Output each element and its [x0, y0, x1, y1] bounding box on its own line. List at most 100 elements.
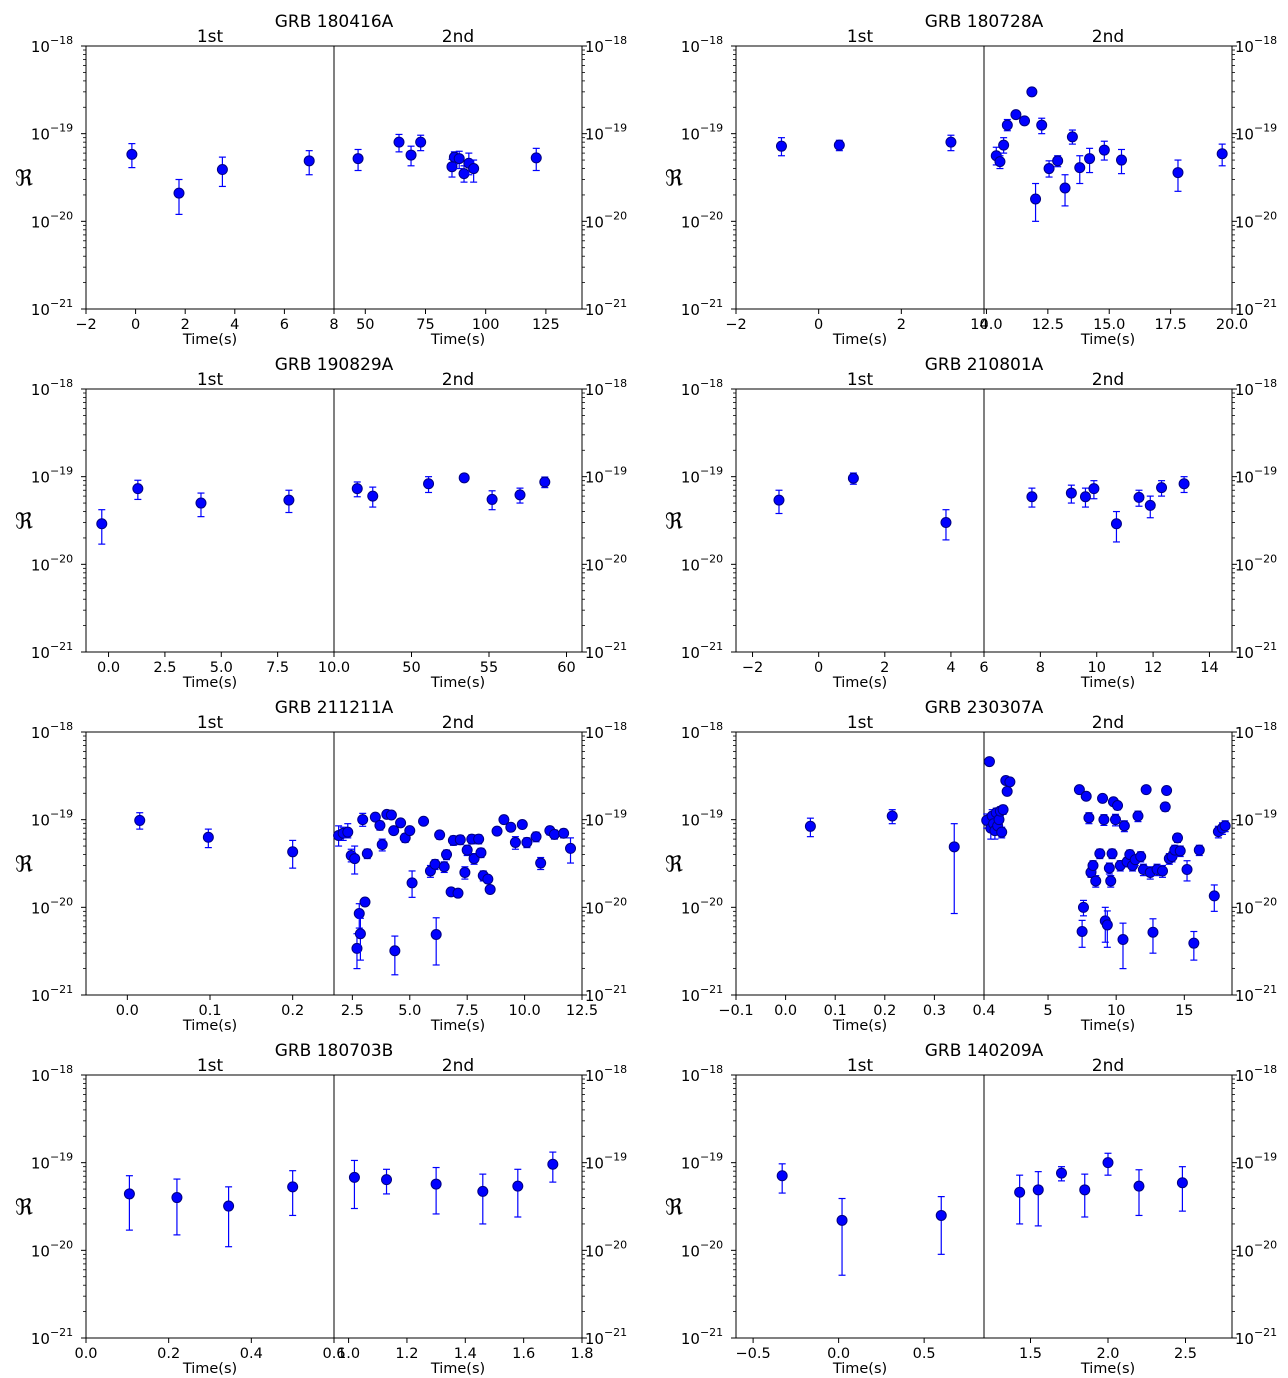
- y-tick-label-right: 10−18: [585, 377, 627, 399]
- x-tick-label: 0.1: [198, 1003, 221, 1019]
- y-tick-label-left: 10−19: [681, 1151, 723, 1173]
- panel-frame-2nd: [333, 1074, 583, 1339]
- x-tick-label: 10: [1088, 660, 1106, 676]
- panel-label-1st: 1st: [847, 370, 874, 390]
- y-tick-label-right: 10−20: [585, 209, 627, 231]
- y-tick-label-right: 10−19: [585, 1151, 627, 1173]
- y-axis-label: ℜ: [15, 510, 33, 535]
- x-tick-label: 0.4: [972, 1003, 995, 1019]
- x-axis-label: Time(s): [1080, 332, 1135, 348]
- data-point: [1001, 785, 1013, 797]
- data-point: [1098, 814, 1110, 826]
- y-tick-label-right: 10−18: [1235, 720, 1277, 742]
- y-tick-exponent: −19: [50, 1151, 73, 1164]
- y-tick-exponent: −19: [700, 122, 723, 135]
- x-tick-label: 75: [416, 317, 434, 333]
- data-point: [1087, 860, 1099, 872]
- y-tick-label-right: 10−18: [1235, 1063, 1277, 1085]
- y-tick-label-right: 10−19: [1235, 808, 1277, 830]
- y-tick-label-left: 10−18: [31, 377, 73, 399]
- data-point: [367, 490, 379, 502]
- y-tick-label-right: 10−20: [1235, 895, 1277, 917]
- y-tick-exponent: −21: [1254, 1326, 1277, 1339]
- x-axis-label: Time(s): [182, 332, 237, 348]
- y-tick-exponent: −19: [1254, 122, 1277, 135]
- y-tick-exponent: −20: [700, 552, 723, 565]
- y-tick-exponent: −21: [1254, 640, 1277, 653]
- y-tick-exponent: −19: [1254, 465, 1277, 478]
- x-tick-label: −0.5: [735, 1346, 770, 1362]
- y-tick-label-left: 10−19: [681, 122, 723, 144]
- data-point: [287, 1181, 299, 1193]
- panel-label-2nd: 2nd: [1092, 27, 1124, 47]
- data-point: [374, 819, 386, 831]
- x-tick-label: 60: [557, 660, 575, 676]
- y-tick-label-left: 10−21: [31, 1326, 73, 1348]
- y-tick-exponent: −18: [604, 720, 627, 733]
- data-point: [1073, 784, 1085, 796]
- data-point: [1098, 144, 1110, 156]
- data-point: [983, 756, 995, 768]
- data-point: [1144, 499, 1156, 511]
- y-tick-exponent: −21: [50, 297, 73, 310]
- panel-label-1st: 1st: [847, 27, 874, 47]
- x-tick-label: 7.5: [266, 660, 289, 676]
- data-point: [1097, 792, 1109, 804]
- data-point: [351, 942, 363, 954]
- y-tick-label-left: 10−20: [31, 209, 73, 231]
- data-point: [1103, 862, 1115, 874]
- x-tick-label: 2: [880, 660, 889, 676]
- y-tick-label-right: 10−19: [1235, 1151, 1277, 1173]
- data-point: [1188, 937, 1200, 949]
- data-point: [195, 497, 207, 509]
- data-point: [385, 809, 397, 821]
- subplot-7: GRB 180703B 1st 2nd 10−21 10−21 10−20 10−20 10−…: [15, 1041, 627, 1377]
- data-point: [997, 804, 1009, 816]
- data-point: [381, 1174, 393, 1186]
- panel-label-2nd: 2nd: [442, 1056, 474, 1076]
- data-point: [461, 844, 473, 856]
- data-point: [468, 163, 480, 175]
- y-tick-exponent: −21: [604, 640, 627, 653]
- y-tick-exponent: −20: [1254, 209, 1277, 222]
- y-tick-exponent: −19: [700, 808, 723, 821]
- y-axis-label: ℜ: [665, 1196, 683, 1221]
- x-tick-label: 125: [532, 317, 560, 333]
- x-tick-label: 2: [897, 317, 906, 333]
- x-tick-label: 0: [814, 317, 823, 333]
- x-tick-label: 1.4: [454, 1346, 477, 1362]
- y-tick-exponent: −20: [700, 1238, 723, 1251]
- data-point: [1076, 926, 1088, 938]
- data-point: [1110, 518, 1122, 530]
- y-tick-label-left: 10−20: [31, 552, 73, 574]
- x-tick-label: 0.0: [97, 660, 120, 676]
- data-point: [441, 849, 453, 861]
- data-point: [388, 825, 400, 837]
- data-point: [776, 1170, 788, 1182]
- y-tick-label-left: 10−20: [31, 895, 73, 917]
- y-tick-exponent: −20: [604, 895, 627, 908]
- y-axis-label: ℜ: [665, 853, 683, 878]
- data-point: [1171, 832, 1183, 844]
- y-tick-exponent: −21: [50, 1326, 73, 1339]
- y-tick-exponent: −20: [604, 1238, 627, 1251]
- y-tick-label-left: 10−18: [681, 34, 723, 56]
- chart-title: GRB 180728A: [925, 12, 1044, 32]
- y-tick-exponent: −20: [50, 209, 73, 222]
- subplot-8: GRB 140209A 1st 2nd 10−21 10−21 10−20 10−20 10−…: [665, 1041, 1277, 1377]
- data-point: [352, 153, 364, 165]
- data-point: [1181, 864, 1193, 876]
- y-tick-exponent: −21: [1254, 983, 1277, 996]
- y-tick-label-right: 10−19: [585, 808, 627, 830]
- y-tick-label-right: 10−21: [585, 1326, 627, 1348]
- subplot-1: GRB 180416A 1st 2nd 10−21 10−21 10−20 10−20 10−…: [15, 12, 627, 348]
- y-tick-label-right: 10−21: [1235, 1326, 1277, 1348]
- y-tick-label-left: 10−20: [681, 895, 723, 917]
- panel-frame-1st: [85, 731, 335, 996]
- data-point: [1216, 148, 1228, 160]
- y-tick-label-left: 10−18: [31, 34, 73, 56]
- data-point: [1147, 926, 1159, 938]
- data-point: [530, 152, 542, 164]
- panel-label-2nd: 2nd: [1092, 1056, 1124, 1076]
- panel-frame-1st: [85, 1074, 335, 1339]
